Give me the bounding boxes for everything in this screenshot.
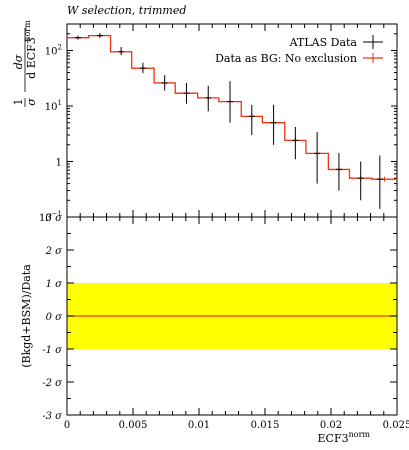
ratio-y-tick-label: 0 σ [46, 312, 64, 323]
ratio-y-axis: 3 σ 2 σ 1 σ 0 σ -1 σ -2 σ -3 σ [42, 213, 397, 422]
ratio-y-tick-label: 1 σ [46, 279, 64, 290]
ratio-y-axis-label: (Bkgd+BSM)/Data [20, 264, 33, 368]
legend: ATLAS Data Data as BG: No exclusion [215, 35, 383, 65]
y-label-one: 1 [12, 99, 25, 106]
main-y-tick-label: 101 [45, 99, 62, 113]
y-label-dsigma: dσ [12, 54, 25, 69]
ratio-y-tick-label: 2 σ [45, 246, 64, 257]
ratio-y-tick-label: -1 σ [42, 345, 63, 356]
ratio-y-tick-label: -2 σ [42, 378, 63, 389]
chart-title: W selection, trimmed [67, 4, 186, 17]
legend-marker-atlas-data [363, 35, 383, 49]
x-tick-label: 0.015 [251, 420, 280, 431]
ratio-y-tick-label: -3 σ [42, 411, 63, 422]
x-tick-label: 0.025 [383, 420, 409, 431]
main-x-ticks [66, 24, 398, 217]
ratio-x-axis: 0 0.005 0.01 0.015 0.02 0.025 [64, 217, 409, 431]
x-tick-label: 0.02 [320, 420, 342, 431]
legend-marker-data-as-bg [363, 53, 383, 63]
x-axis-label: ECF3norm [318, 430, 371, 445]
x-tick-label: 0.005 [119, 420, 148, 431]
x-tick-label: 0.01 [188, 420, 210, 431]
main-y-tick-label: 102 [45, 43, 62, 57]
ratio-plot-panel: 3 σ 2 σ 1 σ 0 σ -1 σ -2 σ -3 σ 0 0.005 0.01 0.015… [20, 213, 409, 431]
legend-label-atlas-data: ATLAS Data [289, 36, 358, 49]
legend-label-data-as-bg: Data as BG: No exclusion [215, 52, 357, 65]
main-y-tick-label: 10−1 [39, 210, 62, 224]
x-tick-label: 0 [64, 420, 70, 431]
ratio-y-tick-label: 3 σ [46, 213, 64, 224]
y-label-sigma: σ [25, 98, 38, 106]
main-plot-panel: 10−1 1 101 102 1 σ dσ d ECF3 norm ATLAS Dat… [12, 20, 398, 224]
main-y-axis-label: 1 σ dσ d ECF3 norm [12, 20, 38, 107]
main-y-axis: 10−1 1 101 102 [39, 23, 397, 224]
y-label-decf3: d ECF3 [25, 37, 38, 79]
main-y-tick-label: 1 [56, 157, 62, 168]
data-points [74, 33, 383, 209]
y-label-norm-sup: norm [23, 20, 32, 42]
